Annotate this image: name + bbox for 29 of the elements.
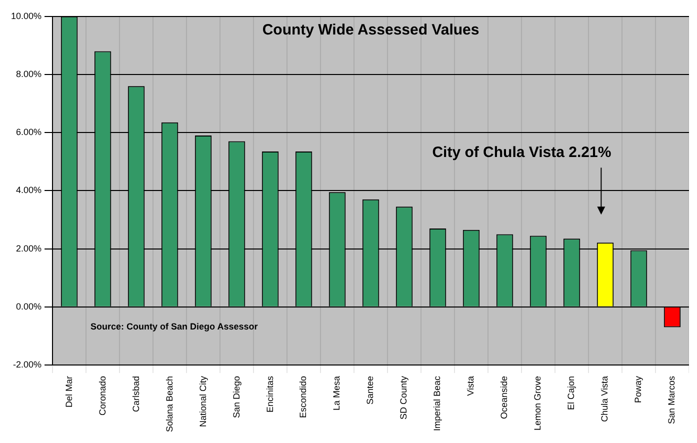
x-tick-label: Chula Vista [600,376,610,422]
x-tick-label: Poway [633,375,644,403]
y-tick-label: 0.00% [16,301,42,312]
x-tick-label: Carlsbad [130,376,141,412]
x-tick-label: La Mesa [332,376,342,410]
x-tick-label: El Cajon [566,376,576,410]
y-tick-label: 6.00% [16,127,42,138]
y-tick-label: 2.00% [16,243,42,254]
x-tick-label: Escondido [298,376,308,418]
x-tick-label: Imperial Beac [432,375,442,431]
x-tick-label: San Marcos [666,375,677,424]
y-tick-label: 4.00% [16,185,42,196]
x-tick-label: Lemon Grove [532,376,543,430]
x-tick-label: Encinitas [264,375,275,412]
x-tick-label: San Diego [231,376,242,418]
annotation: City of Chula Vista 2.21% [432,144,612,161]
x-tick-label: Oceanside [499,376,510,419]
x-tick-label: Del Mar [64,376,74,408]
y-tick-label: 10.00% [10,10,42,21]
x-tick-label: Solana Beach [164,376,174,432]
x-tick-label: SD County [398,375,409,420]
y-tick-label: 8.00% [16,68,42,79]
y-tick-label: -2.00% [12,359,42,370]
x-tick-label: Vista [466,376,476,396]
x-tick-label: Santee [365,376,376,404]
chart-title: County Wide Assessed Values [262,22,480,39]
annotation: Source: County of San Diego Assessor [90,321,258,332]
x-tick-label: National City [198,375,208,427]
x-tick-label: Coronado [97,376,108,416]
